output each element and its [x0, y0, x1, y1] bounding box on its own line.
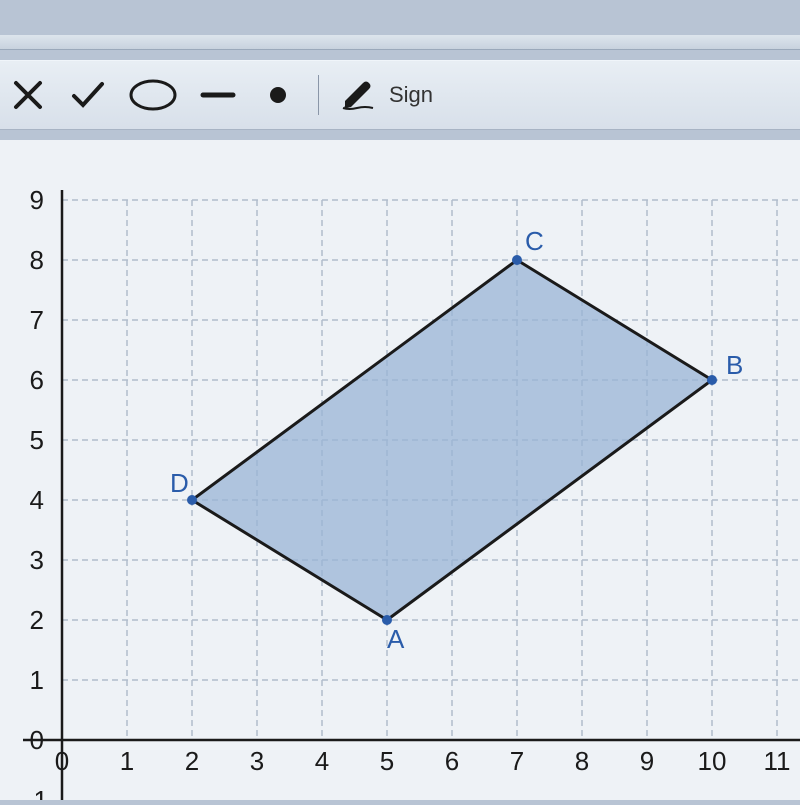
pen-icon — [339, 75, 379, 115]
y-tick-label: 5 — [30, 425, 44, 455]
vertex-label-d: D — [170, 468, 189, 498]
x-tick-label: 11 — [764, 746, 791, 776]
y-tick-label: 8 — [30, 245, 44, 275]
coordinate-chart: 0 1 2 3 4 5 6 7 8 9 -1 0 1 2 3 4 5 6 7 8 9 10 11 A B C D — [0, 140, 800, 800]
x-tick-label: 7 — [510, 746, 524, 776]
y-tick-label: -1 — [25, 785, 48, 800]
check-icon[interactable] — [68, 75, 108, 115]
toolbar: Sign — [0, 60, 800, 130]
x-tick-label: 0 — [55, 746, 69, 776]
x-tick-label: 8 — [575, 746, 589, 776]
vertex-label-c: C — [525, 226, 544, 256]
x-tick-label: 9 — [640, 746, 654, 776]
toolbar-divider — [318, 75, 319, 115]
y-tick-label: 9 — [30, 185, 44, 215]
vertex-label-a: A — [387, 624, 405, 654]
minus-icon[interactable] — [198, 75, 238, 115]
y-tick-label: 1 — [30, 665, 44, 695]
vertex-label-b: B — [726, 350, 743, 380]
y-tick-label: 4 — [30, 485, 44, 515]
x-tick-label: 5 — [380, 746, 394, 776]
x-icon[interactable] — [8, 75, 48, 115]
sign-label: Sign — [389, 82, 433, 108]
y-tick-label: 0 — [30, 725, 44, 755]
x-tick-label: 2 — [185, 746, 199, 776]
y-tick-label: 2 — [30, 605, 44, 635]
y-tick-label: 7 — [30, 305, 44, 335]
x-tick-label: 10 — [698, 746, 727, 776]
x-tick-label: 3 — [250, 746, 264, 776]
dot-icon[interactable] — [258, 75, 298, 115]
sign-tool[interactable]: Sign — [339, 75, 433, 115]
y-tick-label: 6 — [30, 365, 44, 395]
ellipse-icon[interactable] — [128, 75, 178, 115]
x-tick-label: 1 — [120, 746, 134, 776]
x-tick-label: 4 — [315, 746, 329, 776]
vertex-b — [707, 375, 717, 385]
y-tick-label: 3 — [30, 545, 44, 575]
vertex-c — [512, 255, 522, 265]
x-tick-label: 6 — [445, 746, 459, 776]
window-chrome — [0, 35, 800, 50]
